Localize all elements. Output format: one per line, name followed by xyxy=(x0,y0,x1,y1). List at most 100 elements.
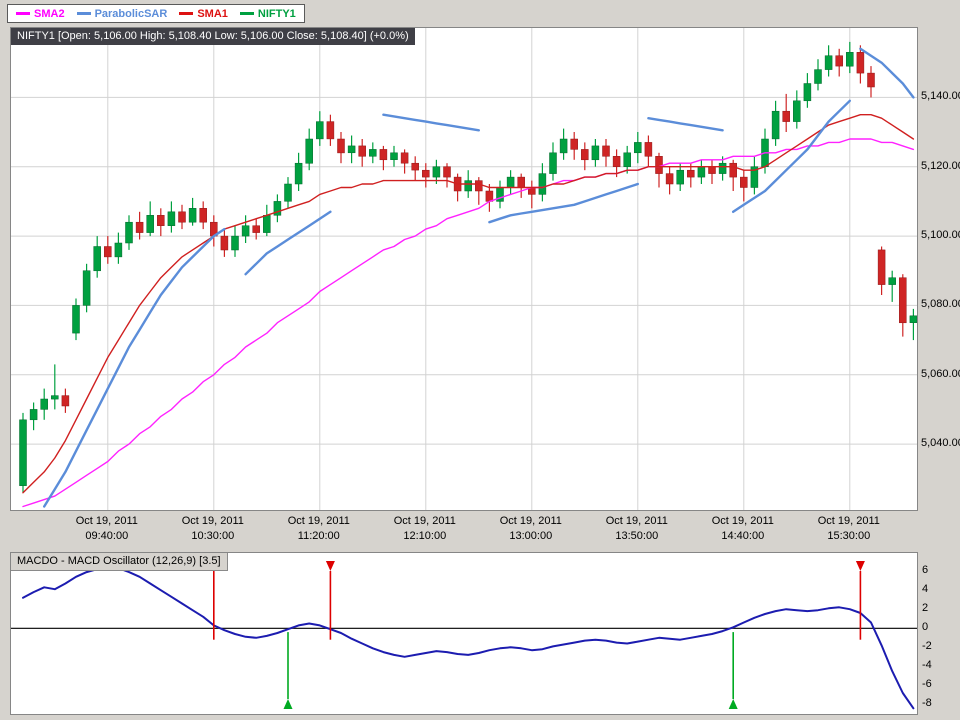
time-axis-date: Oct 19, 2011 xyxy=(393,515,456,527)
candle-body xyxy=(40,398,48,410)
sma2-line xyxy=(22,138,915,508)
legend-line-swatch xyxy=(239,12,254,15)
candle-body xyxy=(19,419,27,486)
macd-panel-title: MACDO - MACD Oscillator (12,26,9) [3.5] xyxy=(11,553,228,571)
candle-body xyxy=(305,138,313,164)
candle-body xyxy=(581,149,589,161)
candle-body xyxy=(347,145,356,154)
candle-body xyxy=(263,215,271,233)
macd-axis-label: -4 xyxy=(922,659,932,672)
candle-body xyxy=(729,162,737,178)
candle-body xyxy=(443,166,451,178)
macd-plot[interactable] xyxy=(11,553,917,714)
candle-body xyxy=(464,180,472,192)
candle-body xyxy=(146,215,154,233)
macd-axis-label: 2 xyxy=(922,602,929,615)
price-axis-label: 5,040.00 xyxy=(921,437,960,450)
candle-body xyxy=(93,246,101,272)
time-axis-time: 12:10:00 xyxy=(403,530,447,542)
legend-item-parabolicsar: ParabolicSAR xyxy=(76,7,168,20)
candle-body xyxy=(909,315,917,323)
candle-body xyxy=(856,52,865,74)
parabolic-sar-segment xyxy=(488,182,639,224)
candle-body xyxy=(517,176,525,188)
candle-body xyxy=(316,121,324,140)
candle-body xyxy=(888,277,896,285)
parabolic-sar-segment xyxy=(244,210,332,276)
parabolic-sar-segment xyxy=(647,116,724,132)
candle-body xyxy=(612,156,621,167)
candle-body xyxy=(485,190,494,202)
sell-arrow-icon xyxy=(855,561,865,571)
candle-body xyxy=(157,215,165,226)
time-axis-date: Oct 19, 2011 xyxy=(711,515,774,527)
candle-body xyxy=(665,173,674,185)
candle-body xyxy=(475,180,483,192)
legend-label: ParabolicSAR xyxy=(94,7,168,20)
candle-body xyxy=(379,149,388,161)
price-axis-label: 5,120.00 xyxy=(921,159,960,172)
indicator-legend: SMA2 ParabolicSAR SMA1 NIFTY1 xyxy=(7,4,305,23)
candle-body xyxy=(104,246,112,258)
candle-body xyxy=(687,169,695,178)
price-axis-label: 5,060.00 xyxy=(921,367,960,380)
candle-body xyxy=(559,138,568,154)
candle-body xyxy=(697,166,706,178)
candle-body xyxy=(570,138,578,150)
parabolic-sar-segment xyxy=(732,99,851,214)
candle-body xyxy=(718,162,727,174)
legend-item-sma1: SMA1 xyxy=(179,8,228,20)
candle-body xyxy=(252,225,260,233)
time-axis-date: Oct 19, 2011 xyxy=(75,515,138,527)
candle-body xyxy=(231,235,239,251)
candle-body xyxy=(591,145,600,161)
legend-label: SMA1 xyxy=(197,7,228,20)
legend-item-sma2: SMA2 xyxy=(16,8,65,20)
parabolic-sar-segment xyxy=(43,227,226,508)
candle-body xyxy=(655,156,663,174)
price-axis-label: 5,100.00 xyxy=(921,229,960,242)
candle-body xyxy=(51,395,59,400)
candle-body xyxy=(241,225,250,237)
price-chart-panel[interactable]: NIFTY1 [Open: 5,106.00 High: 5,108.40 Lo… xyxy=(10,27,918,511)
time-axis-date: Oct 19, 2011 xyxy=(499,515,562,527)
sell-arrow-icon xyxy=(325,561,335,571)
candle-body xyxy=(867,72,875,88)
candle-body xyxy=(188,208,197,223)
candle-body xyxy=(114,242,123,258)
candle-body xyxy=(793,100,801,122)
candle-body xyxy=(814,69,822,84)
candle-body xyxy=(82,270,91,306)
macd-axis-label: -6 xyxy=(922,678,932,691)
legend-line-swatch xyxy=(76,12,91,15)
time-axis-date: Oct 19, 2011 xyxy=(817,515,880,527)
macd-axis-label: -2 xyxy=(922,640,932,653)
macd-panel[interactable]: MACDO - MACD Oscillator (12,26,9) [3.5] xyxy=(10,552,918,715)
candle-body xyxy=(294,162,303,185)
candle-body xyxy=(390,152,398,160)
candle-body xyxy=(771,110,780,140)
candle-body xyxy=(750,166,759,188)
price-chart-plot[interactable] xyxy=(11,28,917,510)
candle-body xyxy=(411,162,419,171)
candle-body xyxy=(676,169,684,185)
time-axis-time: 14:40:00 xyxy=(721,530,765,542)
parabolic-sar-segment xyxy=(859,47,915,99)
buy-arrow-icon xyxy=(283,699,293,709)
time-axis-time: 10:30:00 xyxy=(191,530,235,542)
candle-body xyxy=(538,173,547,195)
macd-axis-label: 0 xyxy=(922,621,929,634)
candle-body xyxy=(644,142,653,157)
macd-axis-label: -8 xyxy=(922,697,932,710)
candle-body xyxy=(125,221,133,244)
time-axis-time: 11:20:00 xyxy=(297,530,340,542)
candle-body xyxy=(846,52,854,67)
candle-body xyxy=(369,149,377,157)
time-axis-date: Oct 19, 2011 xyxy=(181,515,244,527)
price-axis-label: 5,080.00 xyxy=(921,298,960,311)
candle-body xyxy=(167,211,176,226)
candle-body xyxy=(199,208,207,223)
candle-body xyxy=(61,395,70,407)
buy-arrow-icon xyxy=(728,699,738,709)
